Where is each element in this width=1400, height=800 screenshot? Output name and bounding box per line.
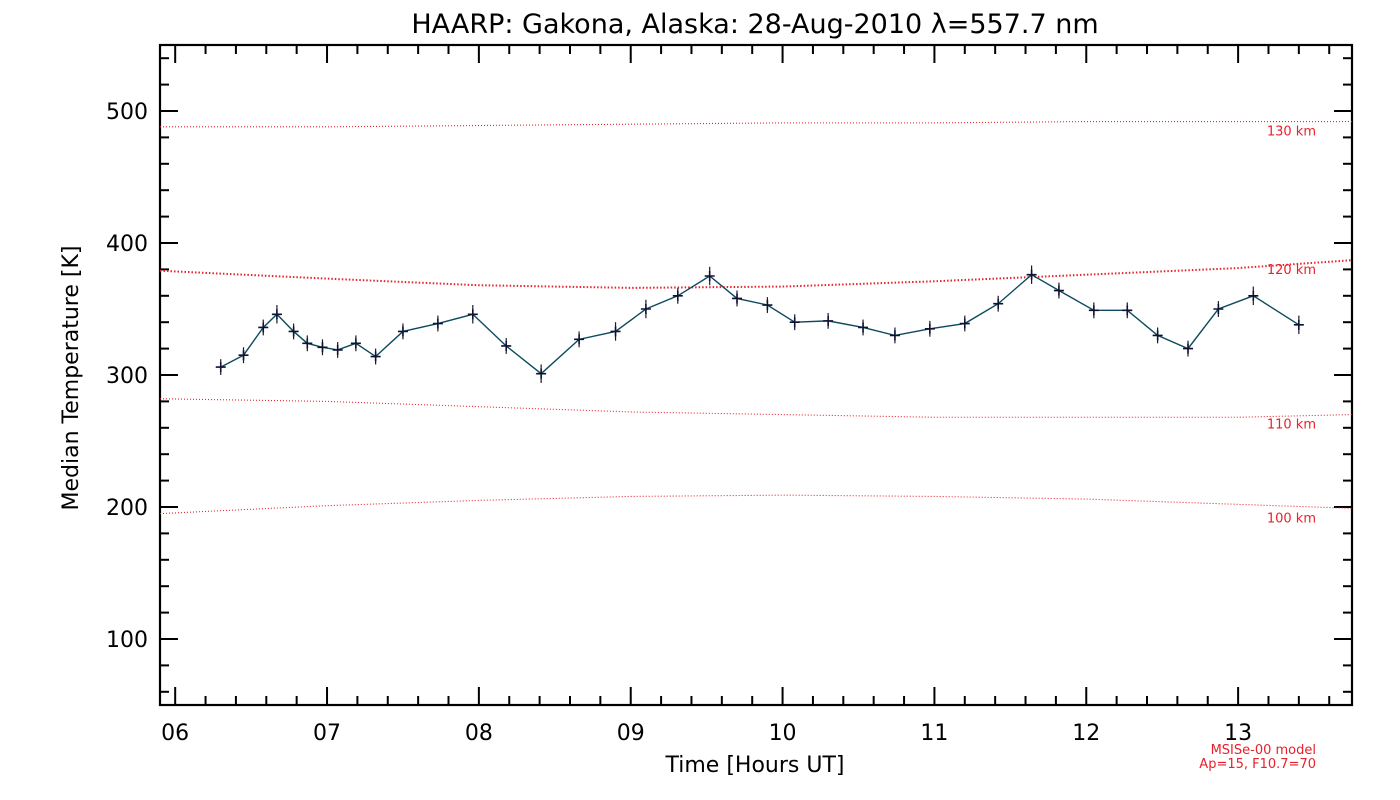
model-curve-label: 100 km [1267,511,1316,526]
data-point [858,322,869,333]
x-tick-label: 12 [1072,721,1100,746]
data-point [215,362,226,373]
data-point [1152,330,1163,341]
data-point [501,340,512,351]
data-point [732,293,743,304]
model-curve-label: 110 km [1267,418,1316,433]
data-point [271,309,282,320]
x-tick-label: 08 [465,721,493,746]
data-point [823,315,834,326]
data-point [238,350,249,361]
data-point [467,309,478,320]
model-curves: 130 km 120 km 110 km 100 km [159,121,1353,526]
x-tick-label: 09 [617,721,645,746]
data-point [317,342,328,353]
x-tick-label: 11 [920,721,948,746]
model-curve [159,398,1353,418]
model-curve [160,121,1352,128]
data-point [640,304,651,314]
model-curve [159,259,1353,289]
x-axis-ticks: 06 07 08 09 10 11 12 13 [161,45,1331,746]
data-point [1293,319,1304,330]
data-point [350,338,361,349]
x-tick-label: 13 [1224,721,1252,746]
data-point [704,271,715,281]
x-tick-label: 07 [313,721,341,746]
plot-border [158,43,1354,707]
model-curve-label: 130 km [1267,125,1316,140]
data-point [789,317,800,328]
data-point [370,351,381,362]
model-curve [159,494,1353,515]
plot-frame [158,43,1354,707]
model-note-line-2: Ap=15, F10.7=70 [1199,757,1316,772]
data-point [432,318,443,329]
data-point [924,323,935,334]
data-point [397,326,408,337]
x-tick-label: 06 [161,721,189,746]
data-point [889,330,900,341]
data-point [1248,290,1259,301]
x-tick-label: 10 [769,721,797,746]
y-tick-label: 400 [106,232,148,257]
y-tick-label: 300 [106,364,148,389]
data-point [1122,305,1133,316]
series-line [220,273,1300,375]
data-point [302,338,313,349]
data-point [610,326,621,337]
chart-title: HAARP: Gakona, Alaska: 28-Aug-2010 λ=557… [411,9,1098,40]
model-note-line-1: MSISe-00 model [1211,743,1316,758]
data-point [993,298,1004,309]
data-point [288,326,299,337]
y-axis-label: Median Temperature [K] [59,246,84,511]
y-tick-label: 500 [106,100,148,125]
series-group [215,265,1304,383]
data-point [762,300,773,311]
data-point [1213,304,1224,314]
data-point [1088,305,1099,316]
model-curve-label: 120 km [1267,263,1316,278]
data-point [672,290,683,301]
data-point [1183,343,1194,354]
data-point [1053,285,1064,296]
x-axis-label: Time [Hours UT] [665,753,845,778]
data-point [332,344,343,355]
data-point [258,322,269,333]
y-tick-label: 200 [106,496,148,521]
data-point [959,318,970,329]
data-point [536,368,547,379]
data-point [1026,269,1037,280]
data-point [574,334,585,345]
y-axis-ticks: 100 200 300 400 500 [106,57,1352,693]
y-tick-label: 100 [106,628,148,653]
